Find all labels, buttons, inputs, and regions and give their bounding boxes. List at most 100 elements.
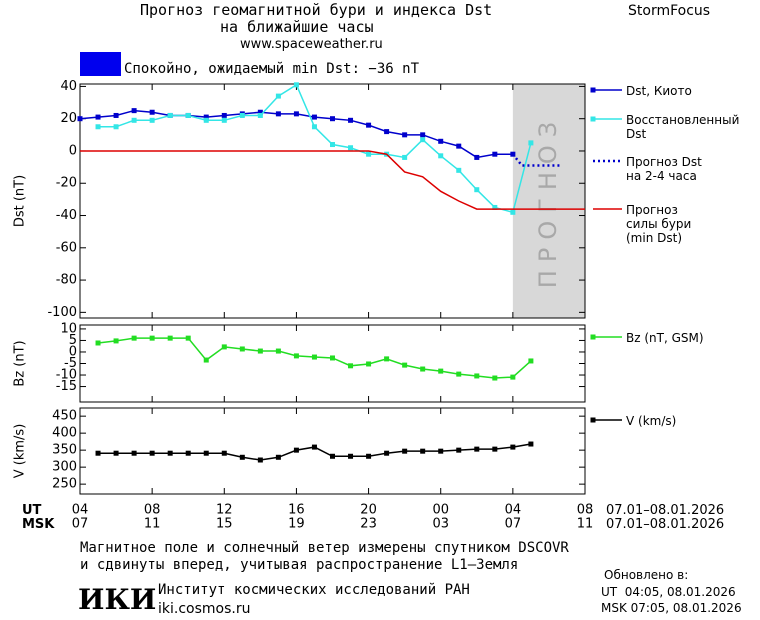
point xyxy=(95,114,101,120)
x-tick-label: 16 xyxy=(288,503,305,518)
point xyxy=(311,124,317,130)
point xyxy=(275,93,281,99)
point xyxy=(293,353,299,359)
point xyxy=(438,138,444,144)
point xyxy=(474,446,480,452)
forecast-label: ПРОГНОЗ xyxy=(534,114,562,288)
point xyxy=(239,112,245,118)
point xyxy=(438,153,444,159)
ut-label: UT xyxy=(22,503,42,518)
legend-marker xyxy=(590,334,596,340)
point xyxy=(293,111,299,117)
point xyxy=(311,354,317,360)
point xyxy=(366,361,372,367)
title: на ближайшие часы xyxy=(220,18,374,36)
point xyxy=(149,117,155,123)
point xyxy=(221,112,227,118)
updated-label: Обновлено в: xyxy=(604,568,689,582)
point xyxy=(113,338,119,344)
point xyxy=(113,112,119,118)
point xyxy=(185,450,191,456)
point xyxy=(275,454,281,460)
point xyxy=(131,450,137,456)
point xyxy=(185,112,191,118)
point xyxy=(77,116,83,122)
y-tick-label: -5 xyxy=(64,356,77,371)
point xyxy=(420,137,426,143)
y-tick-label: 400 xyxy=(52,426,77,441)
point xyxy=(293,447,299,453)
point xyxy=(456,167,462,173)
y-axis-label: Dst (nT) xyxy=(13,175,28,227)
point xyxy=(311,444,317,450)
point xyxy=(275,111,281,117)
legend-marker xyxy=(590,116,596,122)
point xyxy=(113,450,119,456)
y-tick-label: 0 xyxy=(69,344,77,359)
point xyxy=(366,122,372,128)
point xyxy=(456,447,462,453)
x-tick-label: 19 xyxy=(288,517,305,532)
url: www.spaceweather.ru xyxy=(240,37,383,52)
y-tick-label: 40 xyxy=(60,79,77,94)
legend-label: Прогноз Dst на 2-4 часа xyxy=(626,155,702,183)
y-axis-label: V (km/s) xyxy=(13,424,28,479)
point xyxy=(113,124,119,130)
point xyxy=(474,373,480,379)
point xyxy=(420,132,426,138)
point xyxy=(438,368,444,374)
point xyxy=(95,124,101,130)
x-tick-label: 12 xyxy=(216,503,233,518)
point xyxy=(221,450,227,456)
point xyxy=(293,82,299,88)
point xyxy=(384,450,390,456)
point xyxy=(510,209,516,215)
x-tick-label: 07 xyxy=(72,517,89,532)
x-tick-label: 03 xyxy=(432,517,449,532)
series-line xyxy=(98,83,532,214)
y-axis-label: Bz (nT) xyxy=(13,340,28,386)
y-tick-label: -100 xyxy=(47,305,77,320)
plot-frame xyxy=(79,324,586,403)
point xyxy=(420,448,426,454)
logo: ИКИ xyxy=(78,583,157,616)
point xyxy=(492,446,498,452)
msk-label: MSK xyxy=(22,517,55,532)
y-tick-label: 5 xyxy=(69,333,77,348)
point xyxy=(474,187,480,193)
point xyxy=(330,355,335,361)
point xyxy=(221,344,227,350)
institute: Институт космических исследований РАН xyxy=(158,582,470,598)
point xyxy=(185,335,191,341)
y-tick-label: 20 xyxy=(60,111,77,126)
point xyxy=(366,151,372,157)
point xyxy=(528,441,534,447)
y-tick-label: -20 xyxy=(56,176,77,191)
point xyxy=(402,154,408,160)
point xyxy=(131,335,137,341)
y-tick-label: 0 xyxy=(69,143,77,158)
point xyxy=(510,374,516,380)
note: Магнитное поле и солнечный ветер измерен… xyxy=(80,540,569,556)
point xyxy=(203,450,209,456)
point xyxy=(384,129,390,135)
x-tick-label: 00 xyxy=(432,503,449,518)
x-tick-label: 15 xyxy=(216,517,233,532)
brand: StormFocus xyxy=(628,3,711,19)
y-tick-label: -15 xyxy=(56,379,77,394)
point xyxy=(330,453,335,459)
point xyxy=(257,348,263,354)
x-tick-label: 08 xyxy=(144,503,161,518)
x-tick-label: 11 xyxy=(577,517,594,532)
point xyxy=(528,358,534,364)
title: Прогноз геомагнитной бури и индекса Dst xyxy=(140,1,493,19)
point xyxy=(330,116,335,122)
plot-frame xyxy=(79,83,586,319)
point xyxy=(311,114,317,120)
x-tick-label: 20 xyxy=(360,503,377,518)
point xyxy=(348,363,354,369)
x-tick-label: 08 xyxy=(577,503,594,518)
point xyxy=(239,454,245,460)
point xyxy=(149,335,155,341)
point xyxy=(348,145,354,151)
